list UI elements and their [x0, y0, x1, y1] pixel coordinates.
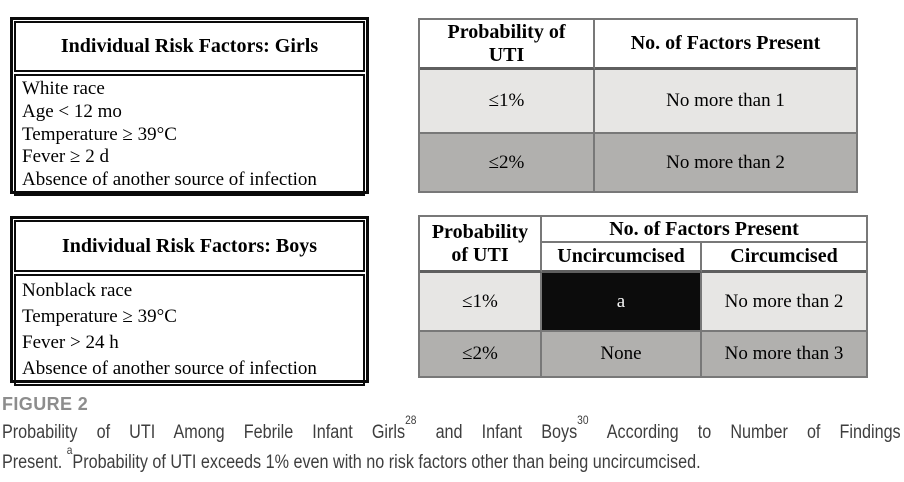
- boys-row2-probability: ≤2%: [420, 332, 542, 376]
- reference-superscript: 30: [577, 412, 589, 427]
- boys-risk-factors-list: Nonblack race Temperature ≥ 39°C Fever >…: [14, 274, 365, 386]
- caption-text: and Infant Boys: [416, 422, 578, 443]
- risk-factor-item: Nonblack race: [22, 280, 133, 301]
- uncircumcised-header-cell: Uncircumcised: [542, 243, 702, 273]
- header-line: Probability: [431, 220, 529, 243]
- boys-row1-probability: ≤1%: [420, 273, 542, 332]
- girls-probability-header-cell: Probability of UTI: [420, 20, 595, 70]
- boys-factors-header-cell: No. of Factors Present: [542, 217, 866, 243]
- girls-row2-probability: ≤2%: [420, 134, 595, 191]
- circumcised-header-cell: Circumcised: [702, 243, 866, 273]
- figure-label: FIGURE 2: [2, 394, 89, 414]
- boys-risk-factors-table: Individual Risk Factors: Boys Nonblack r…: [10, 216, 369, 386]
- header-line: UTI: [488, 43, 525, 66]
- girls-risk-factors-table: Individual Risk Factors: Girls White rac…: [10, 17, 369, 196]
- caption-text: Probability of UTI exceeds 1% even with …: [72, 452, 701, 473]
- reference-superscript: 28: [405, 412, 417, 427]
- risk-factor-item: Temperature ≥ 39°C: [22, 306, 177, 327]
- boys-probability-header-cell: Probability of UTI: [420, 217, 542, 273]
- risk-factor-item: Fever ≥ 2 d: [22, 146, 109, 168]
- footnote-superscript: a: [66, 442, 73, 457]
- caption-line-1: Probability of UTI Among Febrile Infant …: [2, 414, 901, 448]
- girls-risk-factors-title: Individual Risk Factors: Girls: [14, 21, 365, 72]
- boys-row1-circumcised: No more than 2: [702, 273, 866, 332]
- girls-probability-table: Probability of UTI No. of Factors Presen…: [418, 18, 858, 193]
- boys-row2-circumcised: No more than 3: [702, 332, 866, 376]
- risk-factor-item: Absence of another source of infection: [22, 169, 317, 191]
- girls-factors-header-cell: No. of Factors Present: [595, 20, 856, 70]
- header-line: of UTI: [451, 243, 509, 266]
- girls-row2-factors: No more than 2: [595, 134, 856, 191]
- boys-row2-uncircumcised: None: [542, 332, 702, 376]
- risk-factor-item: Temperature ≥ 39°C: [22, 123, 177, 145]
- risk-factor-item: Absence of another source of infection: [22, 358, 317, 379]
- risk-factor-item: Age < 12 mo: [22, 100, 122, 122]
- boys-risk-factors-title: Individual Risk Factors: Boys: [14, 220, 365, 272]
- girls-row1-probability: ≤1%: [420, 70, 595, 134]
- figure-caption: Probability of UTI Among Febrile Infant …: [2, 414, 901, 478]
- girls-row1-factors: No more than 1: [595, 70, 856, 134]
- caption-line-2: Present. aProbability of UTI exceeds 1% …: [2, 444, 901, 478]
- risk-factor-item: Fever > 24 h: [22, 332, 119, 353]
- caption-text: According to Number of Findings: [588, 422, 901, 443]
- boys-probability-table: Probability of UTI No. of Factors Presen…: [418, 215, 868, 378]
- risk-factor-item: White race: [22, 78, 105, 99]
- header-line: Probability of: [447, 20, 566, 43]
- boys-row1-uncircumcised-footnote-cell: a: [542, 273, 702, 332]
- caption-text: Present.: [2, 452, 67, 473]
- caption-text: Probability of UTI Among Febrile Infant …: [2, 422, 406, 443]
- girls-risk-factors-list: White race Age < 12 mo Temperature ≥ 39°…: [14, 74, 365, 196]
